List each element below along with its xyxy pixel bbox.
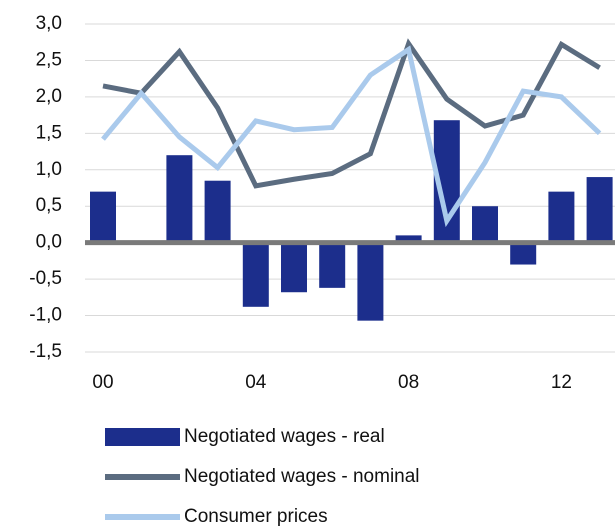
legend-label: Consumer prices bbox=[184, 506, 328, 527]
legend-swatch bbox=[105, 428, 180, 446]
y-tick-label: 2,0 bbox=[36, 86, 62, 107]
x-tick-label: 12 bbox=[551, 372, 572, 393]
y-tick-label: -1,5 bbox=[29, 341, 62, 362]
legend-label: Negotiated wages - nominal bbox=[184, 466, 420, 487]
y-tick-label: 2,5 bbox=[36, 49, 62, 70]
y-tick-label: -1,0 bbox=[29, 305, 62, 326]
y-tick-label: 1,5 bbox=[36, 122, 62, 143]
bar bbox=[204, 180, 231, 243]
y-tick-label: 0,0 bbox=[36, 232, 62, 253]
bar bbox=[281, 242, 307, 293]
legend-label: Negotiated wages - real bbox=[184, 426, 385, 447]
x-tick-label: 08 bbox=[398, 372, 419, 393]
bar bbox=[548, 191, 575, 243]
line bbox=[101, 45, 602, 228]
bar bbox=[510, 242, 537, 265]
bar bbox=[242, 242, 269, 307]
y-tick-label: 0,5 bbox=[36, 195, 62, 216]
bar bbox=[395, 235, 422, 243]
line bbox=[102, 38, 601, 189]
bar bbox=[90, 191, 116, 243]
bar bbox=[472, 206, 498, 243]
y-tick-label: -0,5 bbox=[29, 268, 62, 289]
x-tick-label: 00 bbox=[92, 372, 113, 393]
bar bbox=[166, 155, 193, 243]
y-tick-label: 3,0 bbox=[36, 13, 62, 34]
x-tick-label: 04 bbox=[245, 372, 267, 393]
y-tick-label: 1,0 bbox=[36, 159, 62, 180]
bar bbox=[319, 242, 346, 288]
bar bbox=[357, 242, 384, 321]
bar bbox=[586, 177, 613, 243]
